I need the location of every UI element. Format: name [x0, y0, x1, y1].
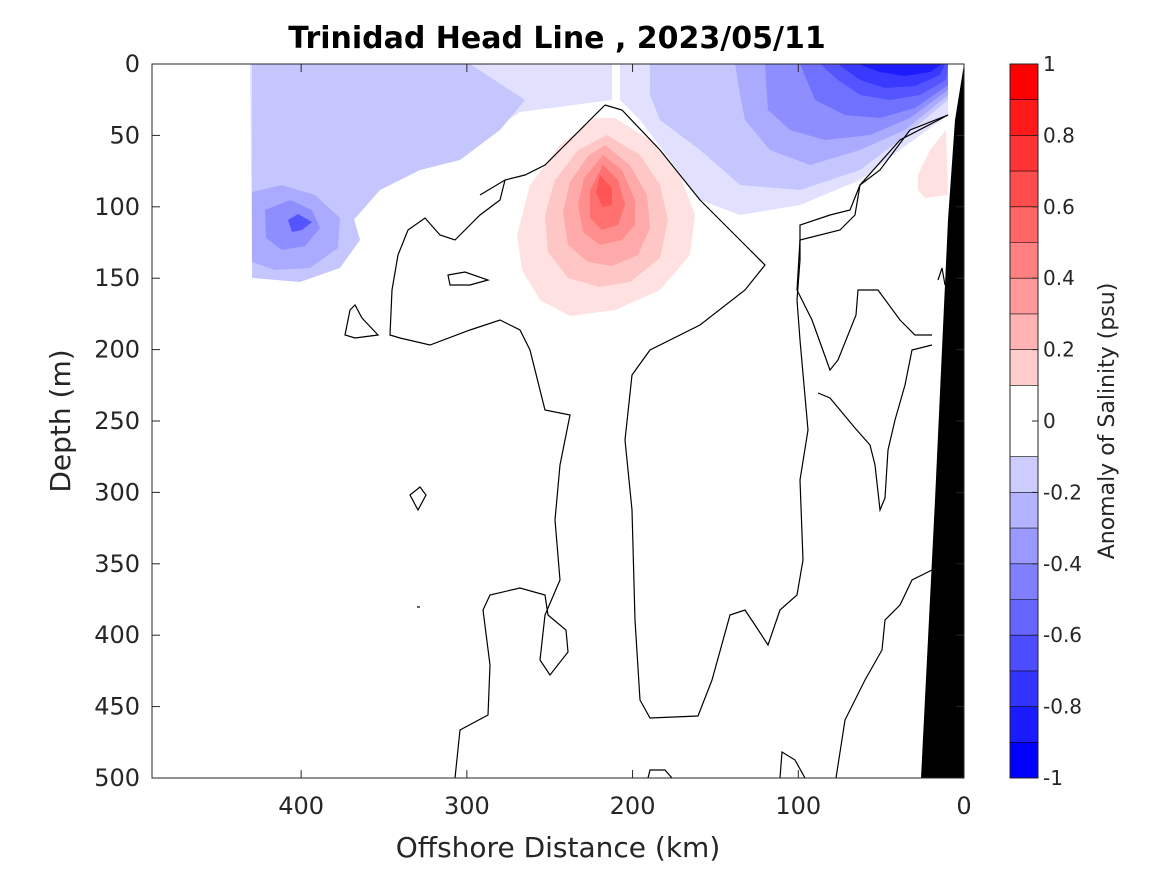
- fresh-core-nearshore-inner: [858, 64, 942, 76]
- colorbar-band: [1010, 242, 1038, 279]
- salty-patch-nearshore: [918, 130, 948, 198]
- y-tick-label: 500: [94, 764, 140, 792]
- colorbar-tick-label: -0.8: [1043, 695, 1082, 719]
- zero-contour-line: [409, 486, 427, 512]
- colorbar-tick-label: 1: [1043, 52, 1056, 76]
- y-tick-label: 250: [94, 407, 140, 435]
- zero-contour-line: [344, 304, 380, 339]
- colorbar-band: [1010, 349, 1038, 386]
- colorbar-band: [1010, 278, 1038, 314]
- fresh-core-offshore: [288, 214, 312, 232]
- y-tick-label: 400: [94, 621, 140, 649]
- colorbar-band: [1010, 99, 1038, 136]
- y-tick-label: 100: [94, 193, 140, 221]
- zero-contour-line: [447, 271, 491, 286]
- x-tick-label: 300: [444, 792, 490, 820]
- y-tick-label: 150: [94, 264, 140, 292]
- zero-contour-line: [479, 104, 606, 196]
- x-tick-label: 200: [610, 792, 656, 820]
- chart-title: Trinidad Head Line , 2023/05/11: [288, 21, 825, 56]
- zero-contour-line: [389, 179, 571, 778]
- y-tick-label: 0: [125, 50, 140, 78]
- colorbar-band: [1010, 599, 1038, 636]
- zero-contour-line: [779, 750, 806, 778]
- zero-contour-line: [937, 267, 946, 286]
- y-tick-label: 300: [94, 478, 140, 506]
- zero-contour-line: [835, 569, 933, 778]
- plot-area: [250, 64, 964, 778]
- colorbar-band: [1010, 64, 1038, 100]
- zero-contour-line: [817, 344, 933, 513]
- colorbar-band: [1010, 670, 1038, 707]
- colorbar-tick-label: -0.4: [1043, 552, 1082, 576]
- colorbar-band: [1010, 528, 1038, 564]
- y-axis-ticks: 0 50 100 150 200 250 300 350 400 450 500: [94, 50, 964, 792]
- colorbar-tick-label: -0.2: [1043, 480, 1082, 504]
- salty-core-inner: [596, 175, 612, 207]
- y-axis-label: Depth (m): [44, 349, 77, 492]
- x-tick-label: 400: [278, 792, 324, 820]
- colorbar-tick-label: -1: [1043, 766, 1063, 790]
- x-tick-label: 0: [956, 792, 971, 820]
- colorbar-tick-label: 0.2: [1043, 338, 1075, 362]
- y-tick-label: 50: [109, 121, 140, 149]
- colorbar-band: [1010, 456, 1038, 493]
- colorbar-band: [1010, 706, 1038, 743]
- colorbar-band: [1010, 742, 1038, 778]
- x-axis-label: Offshore Distance (km): [396, 831, 721, 864]
- colorbar-tick-label: 0.6: [1043, 195, 1075, 219]
- y-tick-label: 200: [94, 336, 140, 364]
- x-tick-label: 100: [775, 792, 821, 820]
- colorbar: [1010, 63, 1038, 779]
- zero-contour-line: [796, 114, 949, 372]
- colorbar-tick-label: -0.6: [1043, 623, 1082, 647]
- colorbar-band: [1010, 135, 1038, 172]
- zero-contour-line: [647, 769, 673, 778]
- x-axis-ticks: 400 300 200 100 0: [278, 64, 972, 820]
- y-tick-label: 350: [94, 550, 140, 578]
- colorbar-label: Anomaly of Salinity (psu): [1095, 283, 1120, 560]
- colorbar-tick-label: 0: [1043, 409, 1056, 433]
- colorbar-ticks: 1 0.8 0.6 0.4 0.2 0 -0.2 -0.4 -0.6 -0.8 -1: [1032, 52, 1082, 790]
- colorbar-band: [1010, 206, 1038, 243]
- colorbar-band: [1010, 563, 1038, 600]
- colorbar-band: [1010, 492, 1038, 529]
- y-tick-label: 450: [94, 693, 140, 721]
- colorbar-band: [1010, 171, 1038, 207]
- bathymetry-shelf: [921, 64, 964, 778]
- colorbar-tick-label: 0.8: [1043, 123, 1075, 147]
- colorbar-band: [1010, 313, 1038, 350]
- colorbar-tick-label: 0.4: [1043, 266, 1075, 290]
- zero-contours: [344, 104, 949, 778]
- colorbar-band: [1010, 635, 1038, 671]
